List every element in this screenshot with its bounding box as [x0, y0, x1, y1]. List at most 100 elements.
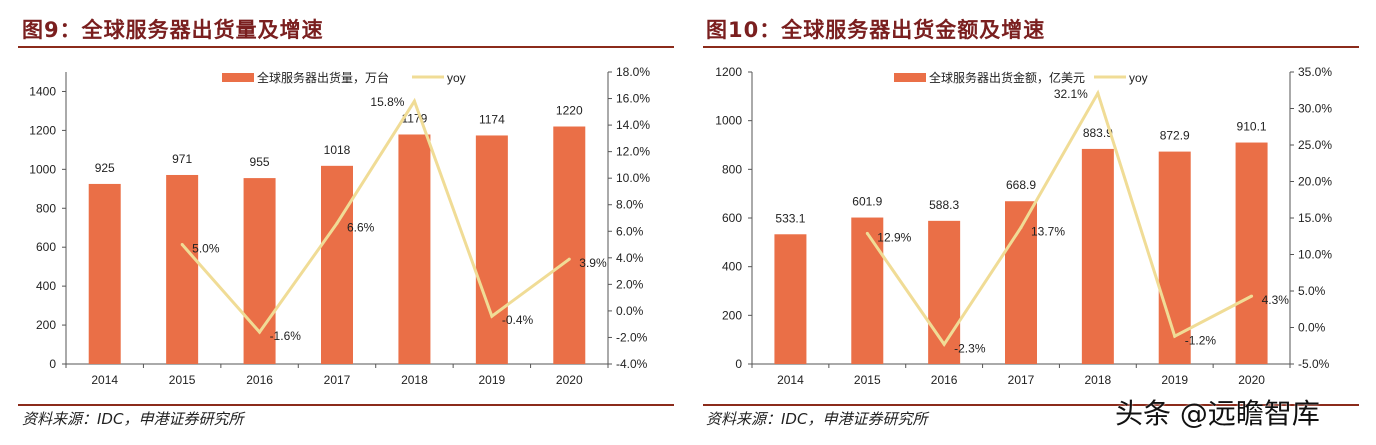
right-tick-label: 2.0%: [616, 277, 644, 291]
left-tick-label: 1200: [29, 123, 56, 137]
right-tick-label: -4.0%: [616, 357, 648, 371]
bar: [321, 165, 353, 364]
right-tick-label: 35.0%: [1298, 65, 1332, 79]
yoy-label: 15.8%: [370, 95, 404, 109]
chart1-source: 资料来源：IDC，申港证券研究所: [22, 410, 244, 428]
left-tick-label: 1000: [29, 162, 56, 176]
left-tick-label: 0: [49, 357, 56, 371]
right-tick-label: 25.0%: [1298, 138, 1332, 152]
bar-label: 668.9: [1006, 178, 1036, 192]
x-tick-label: 2014: [777, 373, 804, 387]
bar: [1081, 148, 1114, 364]
x-tick-label: 2018: [1085, 373, 1112, 387]
left-tick-label: 800: [36, 201, 56, 215]
bar-label: 601.9: [852, 195, 882, 209]
chart1-source-rule: [18, 404, 674, 406]
yoy-label: -2.3%: [954, 341, 986, 355]
right-tick-label: 16.0%: [616, 92, 650, 106]
yoy-line: [181, 97, 571, 335]
bar: [166, 174, 199, 364]
bar-label: 872.9: [1160, 129, 1190, 143]
yoy-point: [1250, 294, 1254, 298]
right-tick-label: 20.0%: [1298, 175, 1332, 189]
x-tick-label: 2014: [91, 373, 118, 387]
chart2-title: 图10：全球服务器出货金额及增速: [706, 18, 1046, 42]
yoy-label: 13.7%: [1031, 224, 1065, 238]
left-tick-label: 1400: [29, 84, 56, 98]
right-tick-label: 18.0%: [616, 65, 650, 79]
bar: [851, 217, 884, 364]
yoy-point: [412, 99, 416, 103]
yoy-label: -1.6%: [270, 329, 302, 343]
chart2-source: 资料来源：IDC，申港证券研究所: [706, 410, 928, 428]
chart1-title: 图9：全球服务器出货量及增速: [22, 18, 324, 42]
chart1-title-rule: [18, 46, 674, 48]
bar-label: 1018: [324, 143, 351, 157]
x-tick-label: 2017: [324, 373, 351, 387]
chart2-title-rule: [703, 46, 1359, 48]
bar-label: 955: [250, 155, 270, 169]
right-tick-label: 30.0%: [1298, 102, 1332, 116]
bar: [928, 220, 961, 364]
left-tick-label: 800: [722, 162, 742, 176]
x-tick-label: 2016: [246, 373, 273, 387]
yoy-point: [258, 330, 262, 334]
bar-label: 1220: [556, 104, 583, 118]
yoy-point: [335, 221, 339, 225]
yoy-label: 4.3%: [1262, 293, 1290, 307]
bar: [553, 126, 586, 364]
yoy-point: [1096, 91, 1100, 95]
left-tick-label: 400: [722, 260, 742, 274]
yoy-point: [865, 231, 869, 235]
right-tick-label: -2.0%: [616, 330, 648, 344]
yoy-label: -0.4%: [502, 313, 534, 327]
right-tick-label: 14.0%: [616, 118, 650, 132]
chart2-source-rule: [703, 404, 1359, 406]
left-tick-label: 400: [36, 279, 56, 293]
right-tick-label: 0.0%: [1298, 321, 1326, 335]
x-tick-label: 2015: [854, 373, 881, 387]
bar-label: 971: [172, 152, 192, 166]
watermark: 头条 @远瞻智库: [1115, 397, 1320, 430]
yoy-point: [942, 342, 946, 346]
left-tick-label: 1000: [715, 114, 742, 128]
right-tick-label: 0.0%: [616, 304, 644, 318]
x-tick-label: 2016: [931, 373, 958, 387]
bar-label: 910.1: [1237, 120, 1267, 134]
right-tick-label: 8.0%: [616, 198, 644, 212]
x-tick-label: 2019: [1161, 373, 1188, 387]
bar: [1158, 151, 1191, 364]
x-tick-label: 2020: [556, 373, 583, 387]
yoy-label: 3.9%: [579, 256, 607, 270]
yoy-label: 6.6%: [347, 220, 375, 234]
bar: [1235, 142, 1268, 364]
yoy-point: [490, 314, 494, 318]
right-tick-label: 6.0%: [616, 224, 644, 238]
left-tick-label: 600: [36, 240, 56, 254]
right-tick-label: -5.0%: [1298, 357, 1330, 371]
yoy-point: [1173, 334, 1177, 338]
x-tick-label: 2019: [479, 373, 506, 387]
right-tick-label: 10.0%: [1298, 248, 1332, 262]
bar-label: 588.3: [929, 198, 959, 212]
right-tick-label: 4.0%: [616, 251, 644, 265]
yoy-label: 5.0%: [192, 242, 220, 256]
legend-label-line: yoy: [1129, 71, 1148, 85]
right-tick-label: 5.0%: [1298, 284, 1326, 298]
x-tick-label: 2017: [1008, 373, 1035, 387]
legend-label-bar: 全球服务器出货量，万台: [257, 70, 389, 85]
left-tick-label: 200: [36, 318, 56, 332]
bar: [475, 135, 508, 364]
right-tick-label: 10.0%: [616, 171, 650, 185]
bar-label: 925: [95, 161, 115, 175]
yoy-point: [180, 243, 184, 247]
bar: [398, 134, 431, 364]
right-tick-label: 12.0%: [616, 145, 650, 159]
chart1-svg: 0 200 400 600 800 1000 1200 1400 -4.0% -2.0% 0.0% 2…: [29, 65, 650, 387]
left-tick-label: 200: [722, 308, 742, 322]
bar: [88, 183, 121, 364]
right-tick-label: 15.0%: [1298, 211, 1332, 225]
legend-swatch-bar: [222, 73, 254, 82]
left-tick-label: 0: [735, 357, 742, 371]
legend-swatch-bar: [894, 73, 926, 82]
